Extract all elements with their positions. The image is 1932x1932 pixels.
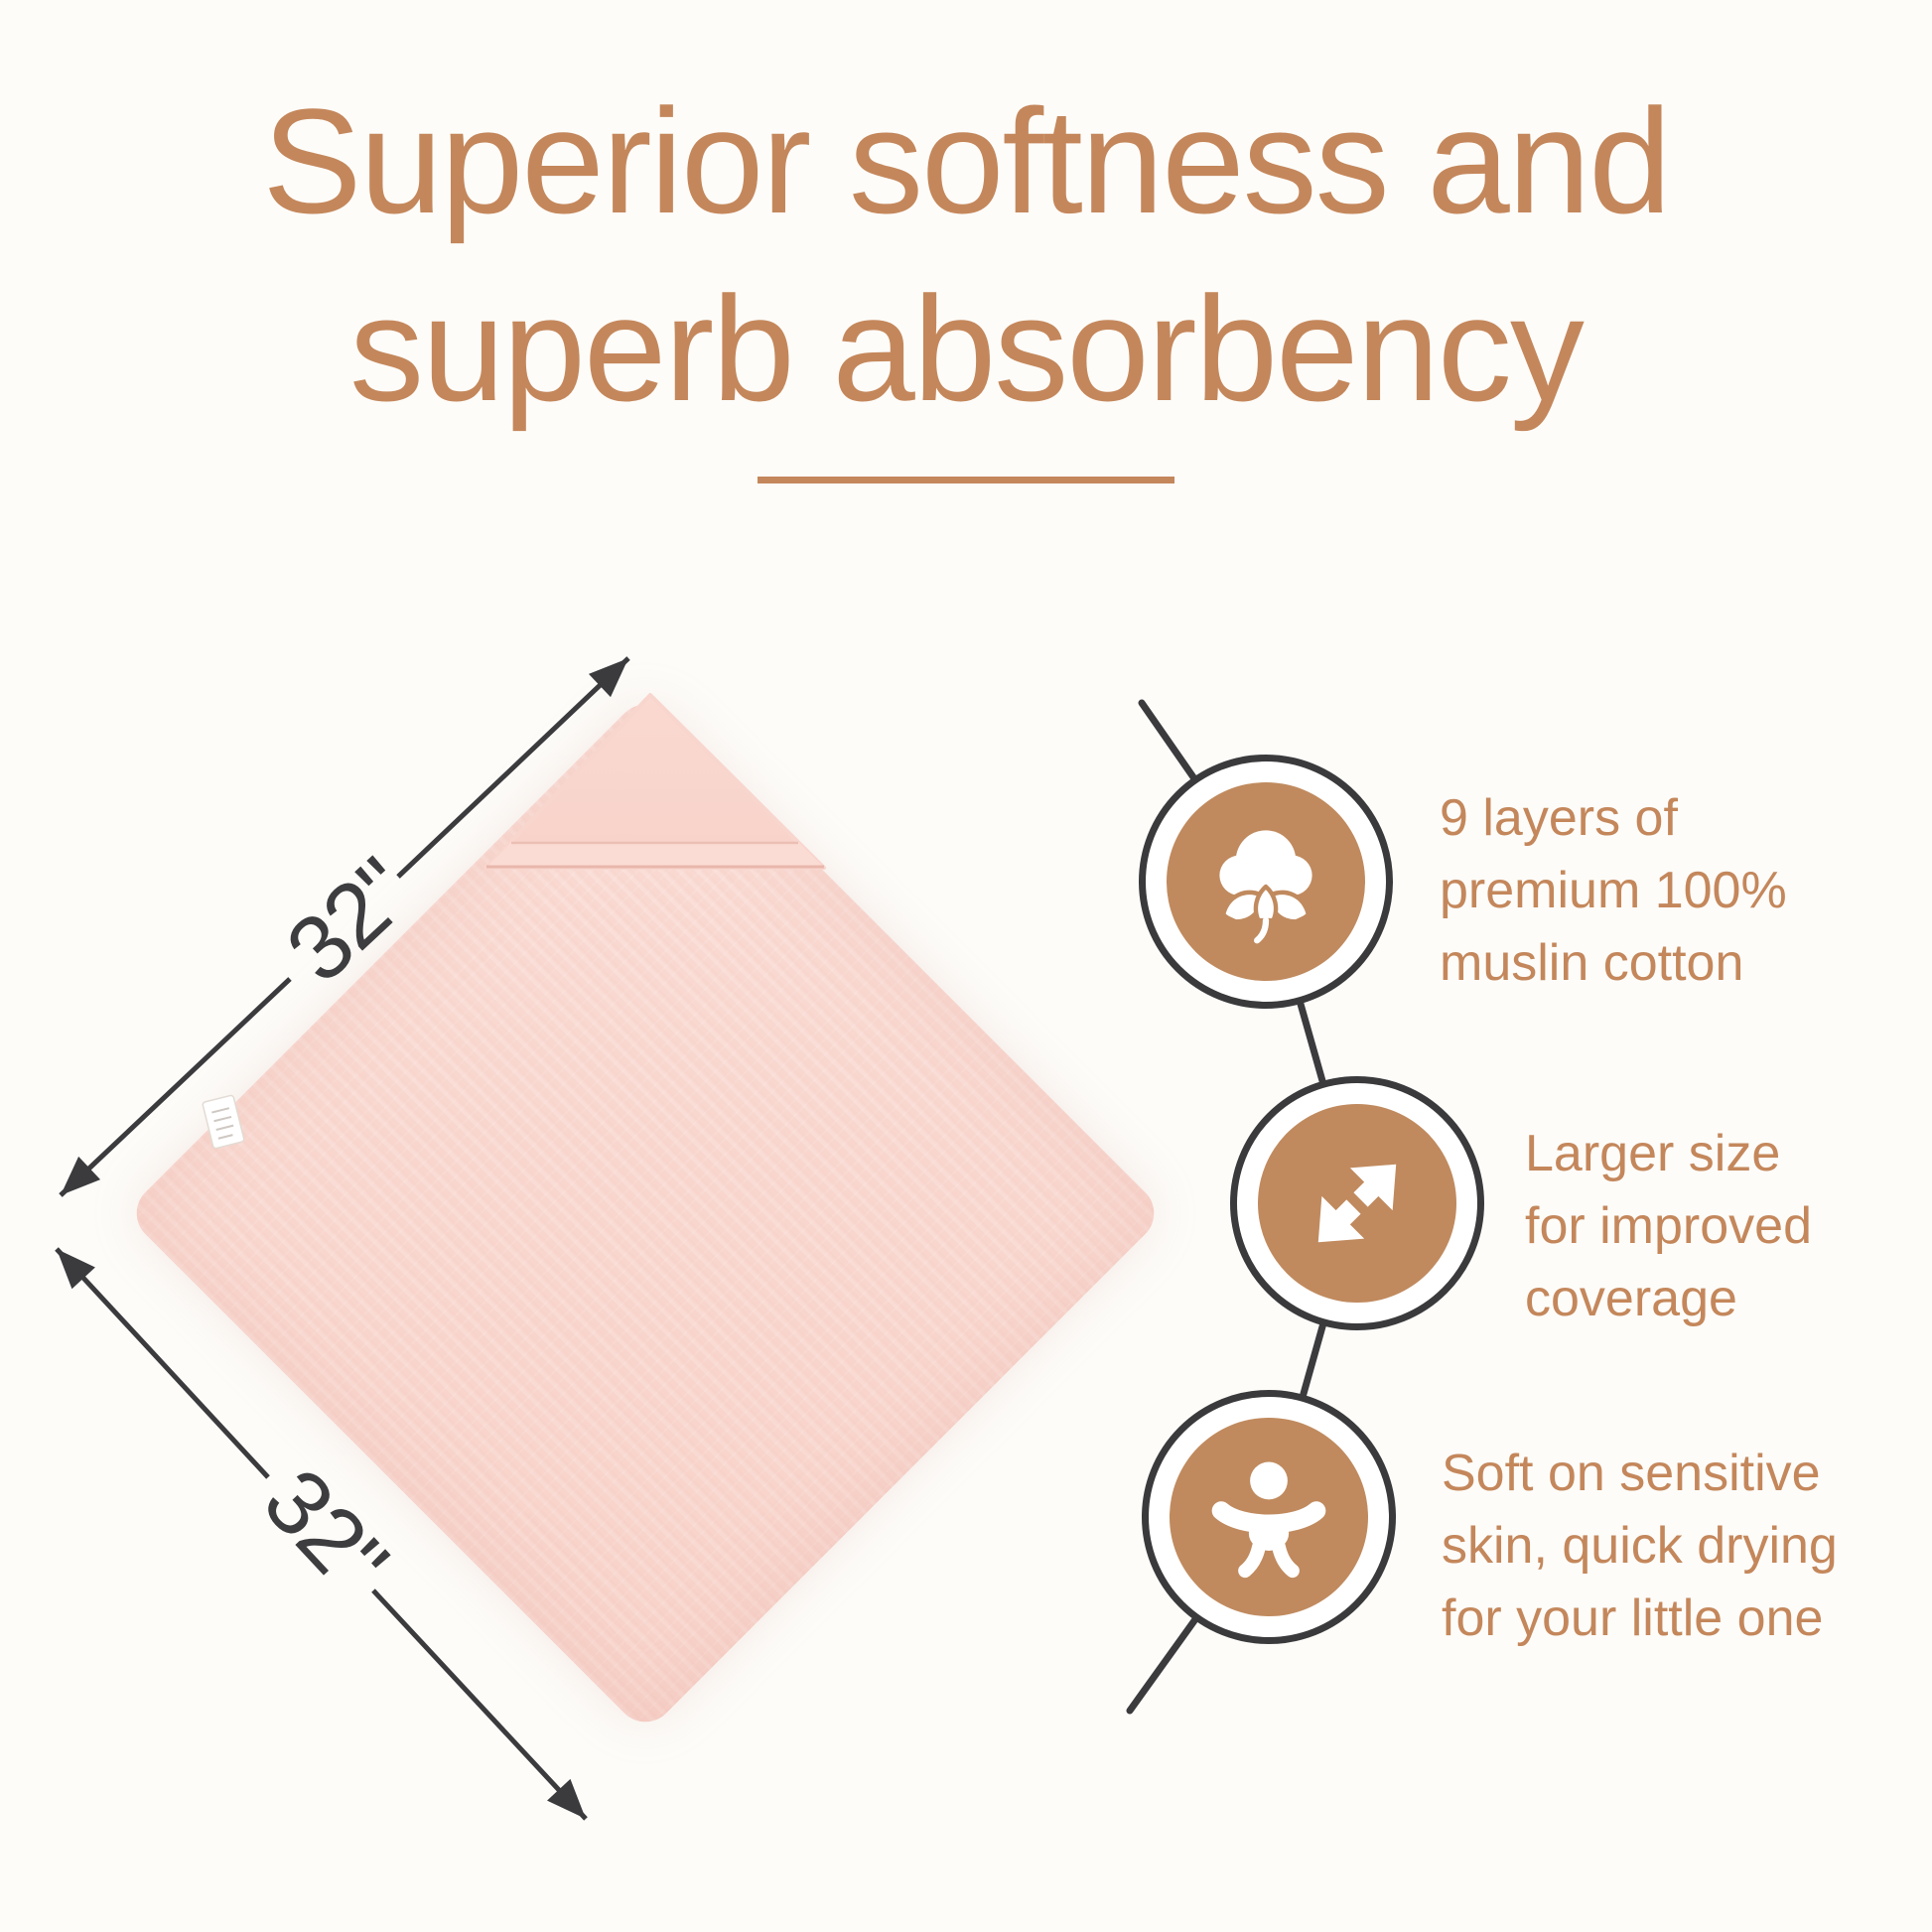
feature-line: for improved bbox=[1525, 1197, 1812, 1255]
feature-line: muslin cotton bbox=[1440, 934, 1744, 992]
feature-line: coverage bbox=[1525, 1270, 1737, 1327]
title-line-2: superb absorbency bbox=[349, 265, 1585, 432]
feature-circle-cotton bbox=[1139, 755, 1393, 1009]
feature-text-cotton: 9 layers of premium 100% muslin cotton bbox=[1440, 782, 1787, 1000]
feature-text-size: Larger size for improved coverage bbox=[1525, 1118, 1812, 1335]
dimension-label-side: 32" bbox=[244, 1449, 406, 1613]
feature-circle-size bbox=[1230, 1076, 1484, 1330]
baby-icon bbox=[1170, 1418, 1368, 1616]
feature-line: skin, quick drying bbox=[1442, 1517, 1838, 1575]
feature-line: 9 layers of bbox=[1440, 789, 1678, 847]
feature-circle-skin bbox=[1142, 1390, 1396, 1644]
title-divider bbox=[758, 477, 1174, 483]
feature-line: premium 100% bbox=[1440, 862, 1787, 919]
expand-arrows-icon bbox=[1258, 1104, 1456, 1303]
page-title: Superior softness and superb absorbency bbox=[0, 68, 1932, 443]
feature-line: Soft on sensitive bbox=[1442, 1445, 1821, 1502]
feature-line: for your little one bbox=[1442, 1589, 1824, 1647]
towel-image bbox=[124, 692, 1167, 1734]
feature-text-skin: Soft on sensitive skin, quick drying for… bbox=[1442, 1438, 1838, 1655]
title-line-1: Superior softness and bbox=[262, 77, 1671, 244]
feature-line: Larger size bbox=[1525, 1125, 1781, 1182]
cotton-icon bbox=[1167, 782, 1365, 981]
